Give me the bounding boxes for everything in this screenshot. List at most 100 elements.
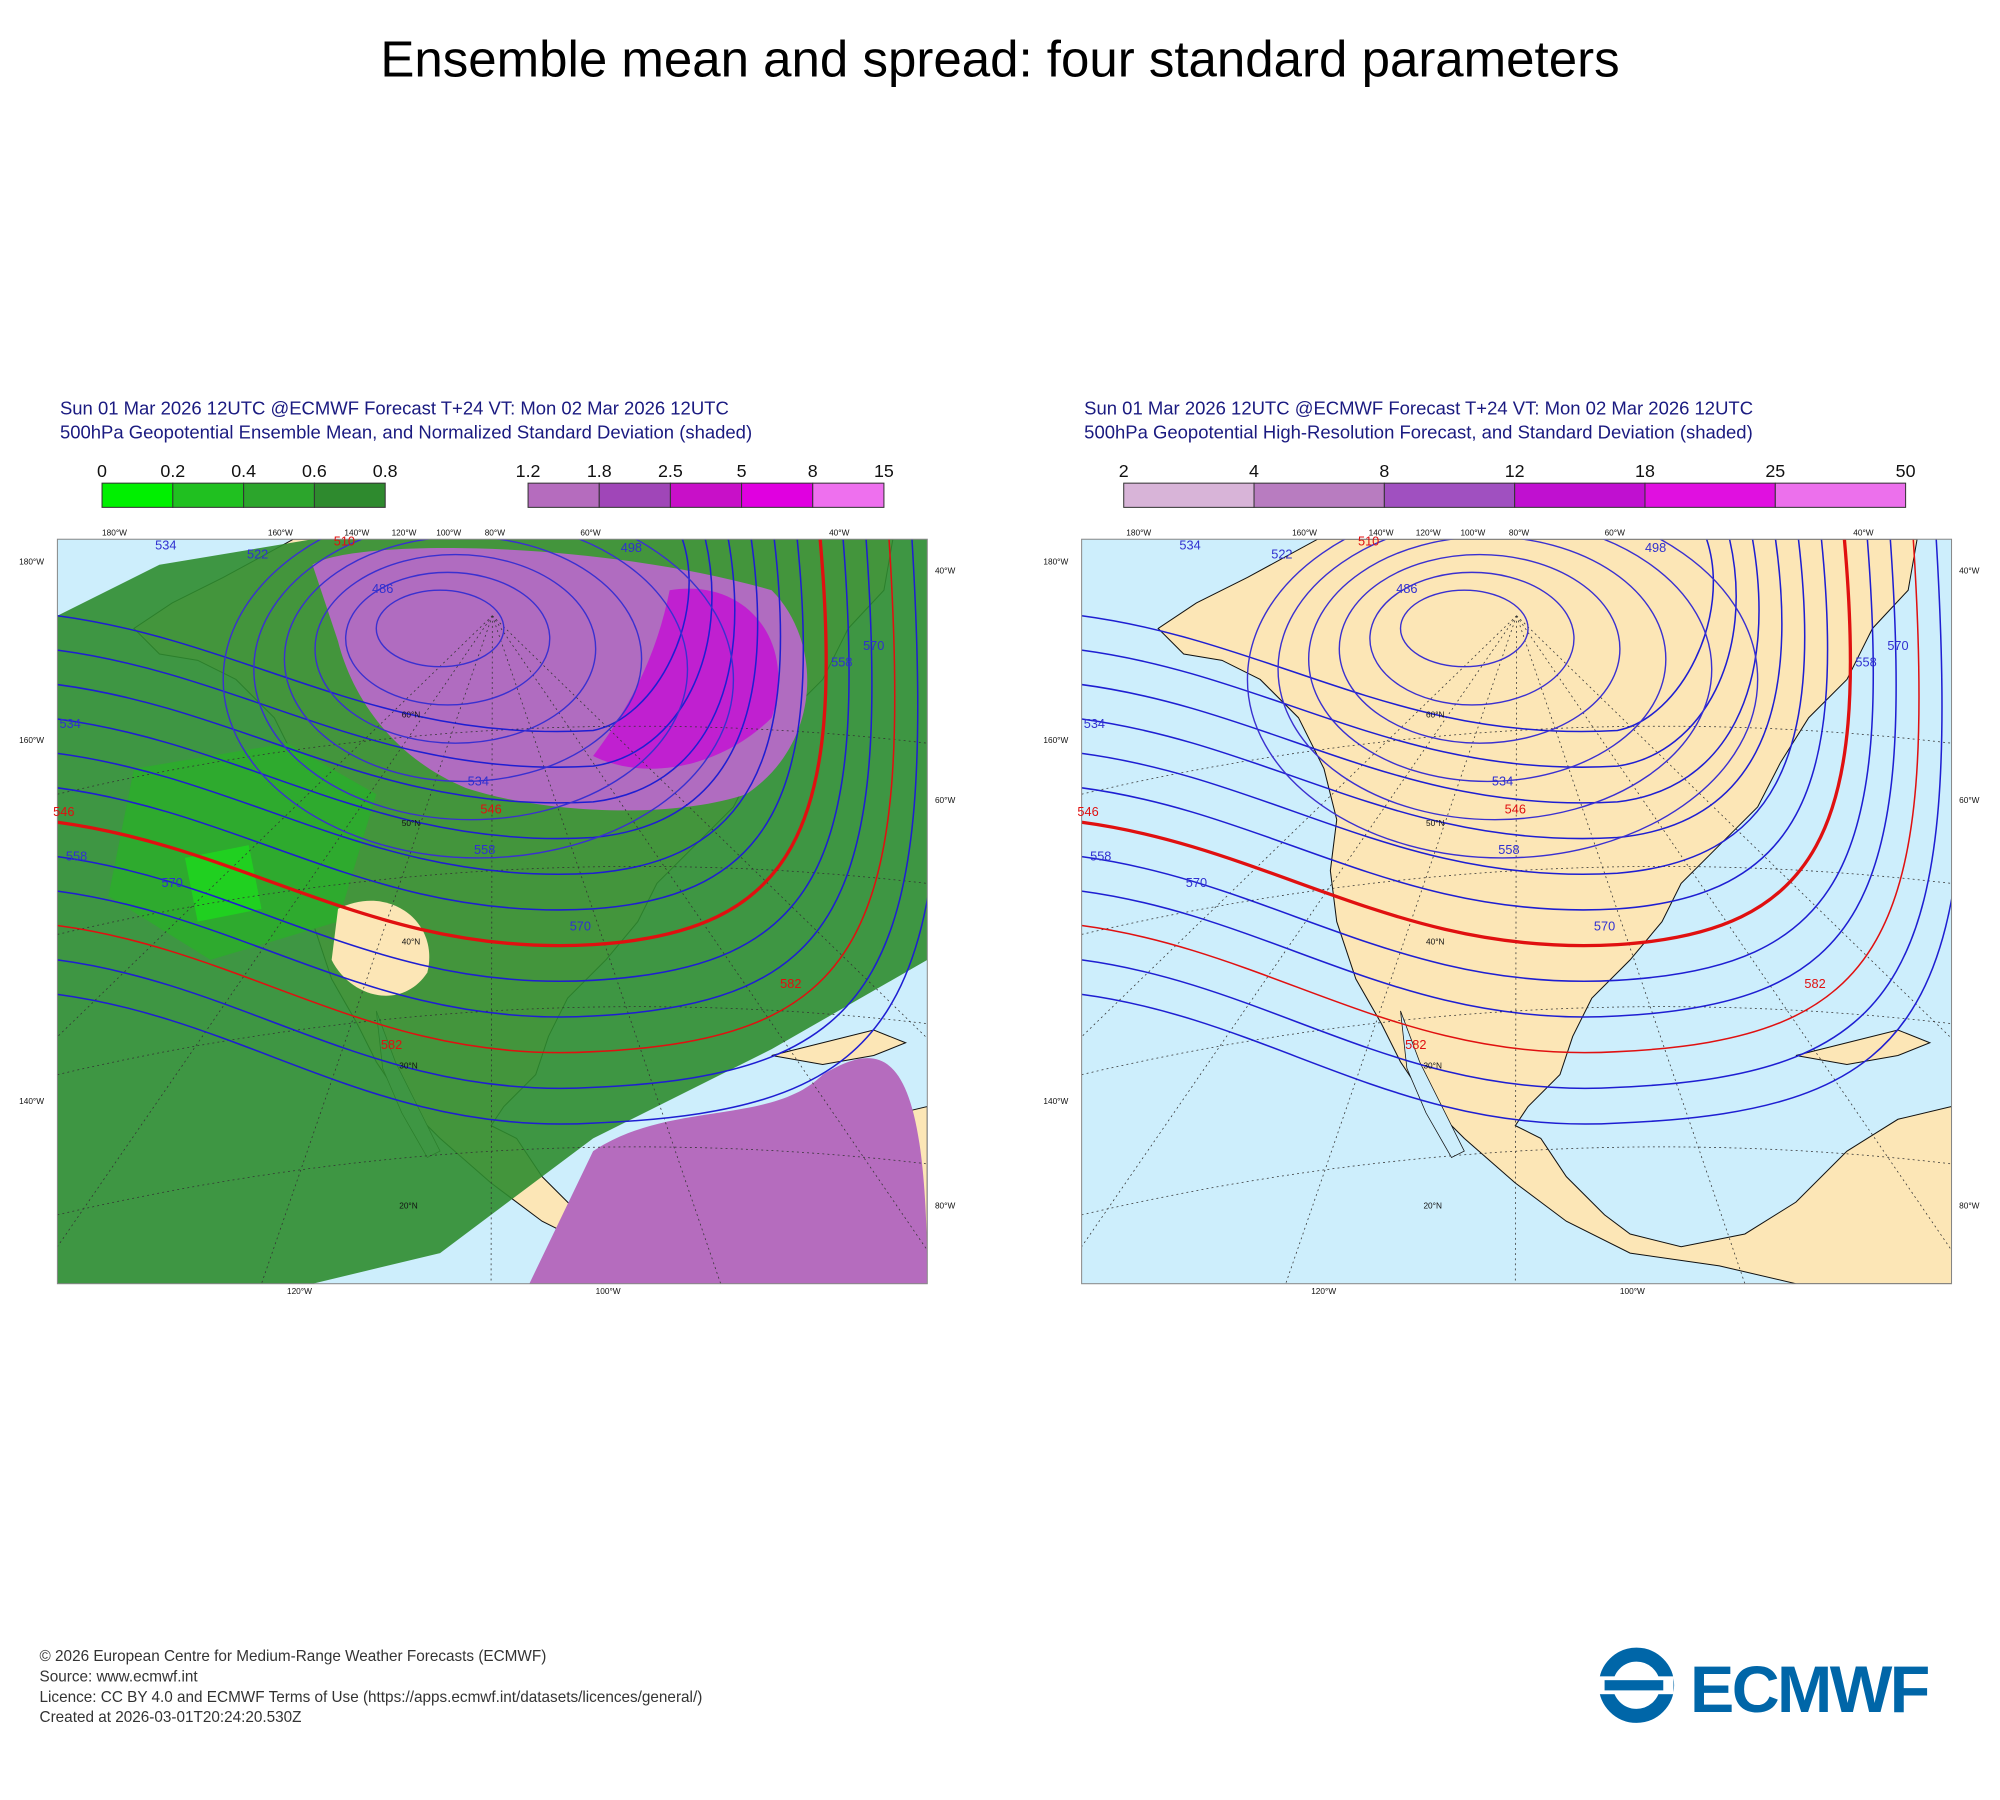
edge-label: 100°W [1620, 1287, 1645, 1296]
lon-label: 120°W [1416, 528, 1441, 537]
map: 534 522 486 498 510 534 546 558 570 582 546 558 570 5… [1043, 528, 1980, 1355]
contour [57, 539, 736, 804]
footer-line: Licence: CC BY 4.0 and ECMWF Terms of Us… [40, 1689, 703, 1706]
contour-label: 570 [162, 875, 183, 890]
graticule [1081, 1146, 1952, 1216]
panel-header: 500hPa Geopotential Ensemble Mean, and N… [60, 422, 752, 443]
contour-label: 486 [372, 581, 393, 596]
contour [1081, 539, 1806, 875]
logo: ECMWF [1594, 1647, 1931, 1727]
panel: Sun 01 Mar 2026 12UTC @ECMWF Forecast T+… [1043, 397, 1980, 1355]
colorbar-tick-label: 4 [1249, 461, 1259, 481]
colorbar-tick-label: 2 [1119, 461, 1129, 481]
colorbar-segment [101, 482, 174, 508]
contour-label: 534 [1179, 537, 1200, 552]
contour [57, 539, 919, 1090]
contour [1081, 539, 1875, 983]
colorbar-tick-label: 1.8 [587, 461, 612, 481]
graticule [57, 1146, 928, 1216]
land [771, 1029, 907, 1065]
colorbar-segment [1514, 482, 1646, 508]
colorbar-tick-label: 25 [1765, 461, 1785, 481]
colorbar-segment [669, 482, 743, 508]
shading [184, 845, 262, 922]
contour-label: 534 [1492, 773, 1513, 788]
lon-label: 100°W [436, 528, 461, 537]
colorbar-tick-label: 0.2 [160, 461, 185, 481]
logo-text: ECMWF [1690, 1653, 1929, 1727]
contour-label: 558 [1498, 842, 1519, 857]
contour [57, 539, 850, 983]
graticule [1082, 1287, 1952, 1355]
colorbar-segment [1123, 482, 1255, 508]
contour [1081, 539, 1920, 1054]
contour [57, 539, 690, 733]
contour-label: 558 [831, 655, 852, 670]
contour [1081, 539, 1760, 804]
edge-label: 60°W [935, 796, 956, 805]
panel-header: Sun 01 Mar 2026 12UTC @ECMWF Forecast T+… [1084, 397, 1753, 418]
colorbar-tick-label: 50 [1896, 461, 1916, 481]
colorbar-segment [1383, 482, 1516, 508]
graticule [1081, 615, 1517, 1038]
contour-label: 582 [1804, 976, 1825, 991]
contour [57, 539, 873, 1018]
contour [1246, 539, 1759, 859]
colorbar-tick-label: 15 [874, 461, 894, 481]
contour [375, 589, 505, 668]
lat-label: 50°N [402, 819, 421, 828]
contour-label: 570 [863, 638, 884, 653]
contour [57, 539, 828, 948]
shading [593, 588, 779, 769]
lon-label: 40°W [829, 528, 850, 537]
contour-label: 582 [780, 976, 801, 991]
edge-label: 120°W [1311, 1287, 1336, 1296]
contour [57, 539, 805, 911]
contour-label: 522 [247, 546, 268, 561]
colorbar-segment [1774, 482, 1907, 508]
contour-label: 510 [334, 534, 355, 549]
contour [1081, 539, 1853, 948]
contour [253, 539, 689, 821]
contour [344, 571, 551, 706]
edge-label: 40°W [1959, 567, 1980, 576]
footer-line: Created at 2026-03-01T20:24:20.530Z [40, 1709, 302, 1726]
ocean [1400, 1010, 1465, 1159]
edge-label: 120°W [287, 1287, 312, 1296]
contour-label: 582 [1405, 1037, 1426, 1052]
panel-header: 500hPa Geopotential High-Resolution Fore… [1084, 422, 1753, 443]
contour-label: 570 [570, 919, 591, 934]
graticule [492, 615, 928, 1251]
lon-label: 160°W [1292, 528, 1317, 537]
contour-label: 570 [1186, 875, 1207, 890]
edge-label: 80°W [935, 1202, 956, 1211]
contour-label: 498 [1645, 540, 1666, 555]
contour [1369, 571, 1575, 706]
colorbar-tick-label: 0 [97, 461, 107, 481]
lat-label: 40°N [1426, 938, 1445, 947]
colorbar-segment [243, 482, 315, 508]
graticule [1081, 1006, 1952, 1076]
footer-line: Source: www.ecmwf.int [40, 1668, 199, 1685]
graticule [57, 1287, 927, 1355]
lon-label: 60°W [1605, 528, 1626, 537]
lon-label: 180°W [102, 528, 127, 537]
colorbar-tick-label: 1.2 [516, 461, 541, 481]
colorbar-tick-label: 8 [808, 461, 818, 481]
lat-label: 20°N [1423, 1202, 1442, 1211]
contour [57, 539, 713, 768]
contour [1308, 539, 1667, 783]
contour [57, 539, 782, 875]
edge-label: 180°W [19, 558, 44, 567]
contour-label: 546 [1077, 804, 1098, 819]
map: 534 522 486 498 510 534 546 558 570 582 546 558 570 5… [19, 528, 956, 1355]
page-title: Ensemble mean and spread: four standard … [380, 31, 1619, 88]
lon-label: 120°W [392, 528, 417, 537]
lon-label: 40°W [1853, 528, 1874, 537]
colorbar-segment [527, 482, 600, 508]
map-content [1081, 539, 1952, 1355]
graticule [261, 615, 493, 1284]
lat-label: 40°N [402, 938, 421, 947]
contour [1081, 539, 1737, 768]
